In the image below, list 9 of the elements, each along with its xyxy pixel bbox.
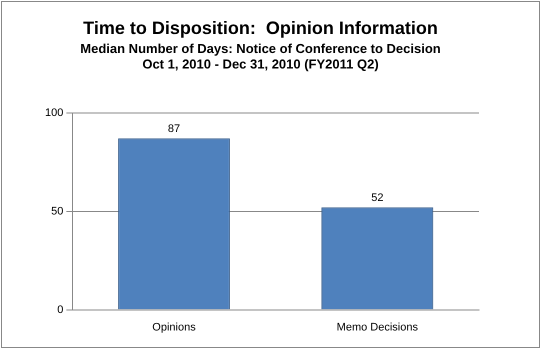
y-tick-label: 0 bbox=[57, 304, 64, 316]
y-tick-label: 100 bbox=[44, 106, 64, 119]
data-label: 87 bbox=[168, 122, 180, 135]
x-tick-label: Memo Decisions bbox=[336, 321, 418, 334]
data-label: 52 bbox=[371, 192, 384, 204]
x-tick-label: Opinions bbox=[152, 321, 196, 334]
y-tick-label: 50 bbox=[51, 205, 64, 218]
chart-title: Time to Disposition: Opinion Information bbox=[83, 18, 438, 38]
chart-subtitle: Median Number of Days: Notice of Conference to Decision Oct 1, 2010 - Dec 31, 2010 (FY2011 Q2) bbox=[80, 40, 441, 72]
